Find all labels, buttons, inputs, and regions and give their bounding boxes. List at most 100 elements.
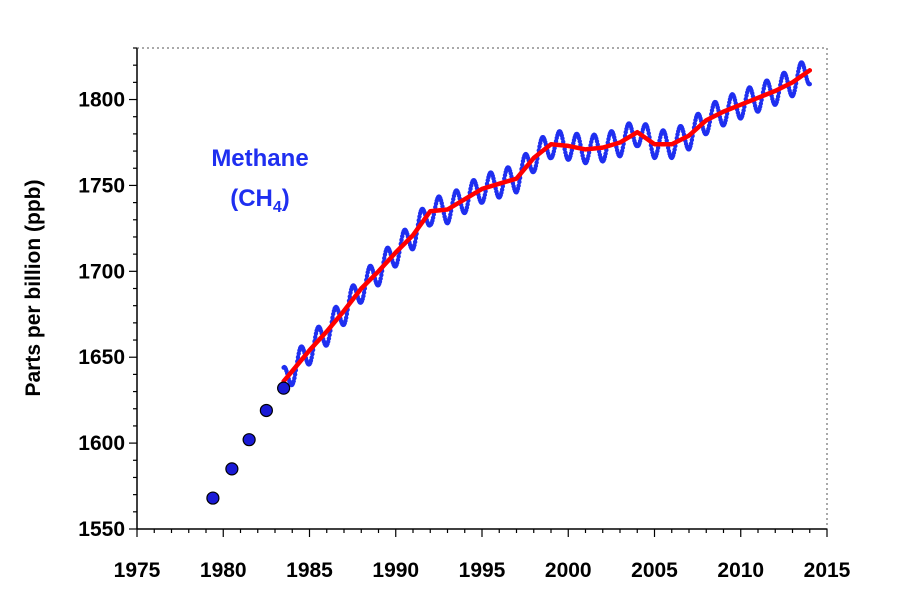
monthly-point xyxy=(560,136,565,141)
monthly-point xyxy=(499,187,505,192)
monthly-point xyxy=(412,239,418,245)
y-tick-label: 1700 xyxy=(78,260,125,283)
monthly-point xyxy=(688,141,694,146)
monthly-point xyxy=(482,192,488,198)
early-data-point xyxy=(225,462,239,476)
axes xyxy=(129,47,828,537)
monthly-point xyxy=(364,273,370,279)
monthly-point xyxy=(292,375,297,381)
monthly-point xyxy=(672,147,677,152)
monthly-point xyxy=(447,215,452,221)
monthly-point xyxy=(793,85,798,90)
monthly-point xyxy=(344,311,350,317)
monthly-point xyxy=(440,204,445,209)
x-tick-label: 2000 xyxy=(545,559,592,582)
monthly-point xyxy=(451,196,456,202)
methane-annotation-line2: (CH4) xyxy=(230,185,290,216)
monthly-point xyxy=(724,115,729,120)
monthly-point xyxy=(792,88,797,93)
monthly-point xyxy=(313,334,318,340)
early-data-point xyxy=(242,433,256,447)
monthly-point xyxy=(396,254,401,259)
monthly-point xyxy=(741,108,746,113)
monthly-point xyxy=(665,145,671,150)
monthly-point xyxy=(657,138,662,143)
close-paren: ) xyxy=(282,185,290,212)
monthly-point xyxy=(465,202,470,207)
monthly-point xyxy=(433,204,438,210)
monthly-point xyxy=(534,160,539,165)
monthly-point xyxy=(796,69,801,74)
monthly-point xyxy=(586,153,591,159)
monthly-point xyxy=(561,139,566,145)
monthly-point xyxy=(537,144,542,149)
monthly-point xyxy=(533,163,539,169)
monthly-point xyxy=(623,129,628,135)
subscript-4: 4 xyxy=(273,199,282,216)
monthly-point xyxy=(295,355,301,360)
monthly-point xyxy=(664,138,669,143)
monthly-point xyxy=(645,127,651,133)
monthly-point xyxy=(347,294,352,299)
x-tick-label: 1985 xyxy=(286,559,333,582)
monthly-point xyxy=(689,137,695,143)
monthly-point xyxy=(603,151,608,156)
x-tick-labels: 1975 1980 1985 1990 1995 2000 2005 2010 2015 xyxy=(114,559,851,582)
monthly-point xyxy=(361,290,367,295)
y-tick-label: 1750 xyxy=(78,174,125,197)
monthly-point xyxy=(430,215,436,220)
monthly-point xyxy=(292,372,298,377)
x-tick-label: 1995 xyxy=(459,559,506,582)
monthly-point xyxy=(663,135,669,140)
monthly-point xyxy=(619,148,625,154)
monthly-point xyxy=(395,257,401,263)
monthly-point xyxy=(520,162,525,168)
monthly-point xyxy=(361,293,366,299)
y-tick-label: 1550 xyxy=(78,518,125,541)
monthly-point xyxy=(577,139,582,144)
x-tick-label: 2005 xyxy=(631,559,678,582)
x-tick-label: 2010 xyxy=(717,559,764,582)
trend-line xyxy=(281,68,813,384)
methane-annotation-line1: Methane xyxy=(211,145,308,172)
monthly-point xyxy=(382,255,387,261)
monthly-series xyxy=(281,60,812,388)
monthly-point xyxy=(431,212,437,217)
monthly-point xyxy=(562,146,567,152)
monthly-point xyxy=(343,315,349,320)
monthly-point xyxy=(309,355,314,360)
monthly-point xyxy=(448,212,453,217)
monthly-point xyxy=(595,142,600,147)
early-data-point xyxy=(259,403,273,418)
monthly-point xyxy=(807,81,812,87)
trend-series xyxy=(281,68,813,384)
monthly-point xyxy=(378,276,383,281)
x-tick-label: 1975 xyxy=(114,559,161,582)
y-tick-label: 1650 xyxy=(78,346,125,369)
y-tick-label: 1600 xyxy=(78,432,125,455)
monthly-point xyxy=(649,146,654,152)
monthly-point xyxy=(399,237,404,243)
monthly-point xyxy=(586,150,592,155)
monthly-point xyxy=(413,235,419,241)
monthly-point xyxy=(416,218,421,223)
monthly-point xyxy=(310,351,315,357)
monthly-point xyxy=(588,143,593,148)
monthly-point xyxy=(620,145,626,150)
early-points xyxy=(206,381,291,505)
monthly-point xyxy=(552,145,557,151)
monthly-point xyxy=(330,315,335,320)
monthly-point xyxy=(464,205,470,210)
monthly-point xyxy=(646,131,651,136)
monthly-point xyxy=(655,148,660,154)
monthly-point xyxy=(692,121,697,126)
monthly-point xyxy=(775,94,781,99)
y-tick-label: 1800 xyxy=(78,89,125,112)
monthly-point xyxy=(516,183,521,188)
monthly-point xyxy=(327,332,332,338)
x-tick-label: 1980 xyxy=(200,559,247,582)
y-axis-title: Parts per billion (ppb) xyxy=(22,179,45,396)
monthly-point xyxy=(706,123,712,128)
